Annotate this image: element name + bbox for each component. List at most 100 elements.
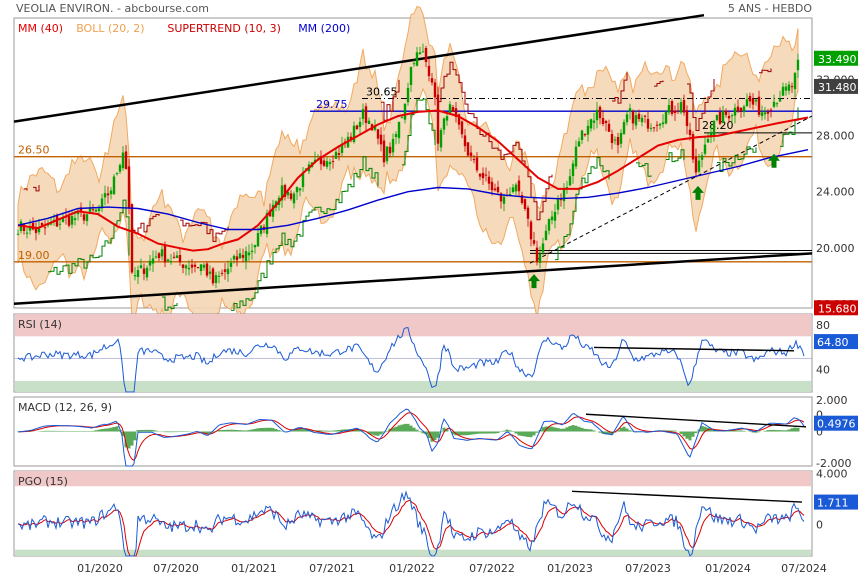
candle-body [256, 233, 260, 247]
histogram-bar [682, 431, 686, 437]
x-axis: 01/2020 07/2020 01/2021 07/2021 01/2022 07/20… [77, 562, 827, 575]
candle-body [43, 227, 47, 229]
histogram-bar [379, 431, 383, 435]
histogram-bar [685, 431, 689, 439]
candle-body [337, 153, 341, 155]
candle-body [484, 174, 488, 176]
histogram-bar [154, 430, 158, 432]
candle-body [604, 120, 608, 124]
candle-body [499, 193, 503, 202]
histogram-bar [235, 430, 239, 432]
candle-body [454, 108, 458, 118]
candle-body [388, 146, 392, 154]
candle-body [625, 114, 629, 123]
histogram-bar [337, 429, 341, 432]
price-marker [814, 50, 858, 66]
histogram-bar [247, 430, 251, 432]
candle-body [748, 95, 752, 102]
candle-body [571, 163, 575, 176]
candle-body [535, 247, 539, 262]
candle-body [712, 121, 716, 137]
candle-body [679, 102, 683, 113]
candle-body [481, 172, 485, 179]
candle-body [283, 185, 287, 197]
candle-body [667, 105, 671, 113]
histogram-bar [406, 423, 410, 432]
candle-body [418, 52, 422, 55]
candle-body [610, 134, 614, 144]
candle-body [331, 160, 335, 162]
candle-body [160, 249, 164, 257]
candle-body [451, 107, 455, 112]
candle-body [139, 265, 143, 269]
histogram-bar [178, 431, 182, 433]
histogram-bar [262, 427, 266, 432]
histogram-bar [199, 431, 203, 433]
candle-body [58, 223, 62, 225]
panel-legend: RSI (14) [18, 318, 62, 331]
histogram-bar [787, 429, 791, 432]
zone-band [15, 380, 811, 392]
y-tick-label: 0 [816, 426, 823, 439]
histogram-bar [493, 431, 497, 434]
candle-body [358, 121, 362, 128]
candle-body [226, 268, 230, 275]
candle-body [148, 260, 152, 266]
level-label: 26.50 [18, 144, 50, 157]
candle-body [583, 133, 587, 136]
histogram-bar [232, 429, 236, 432]
histogram-bar [121, 431, 125, 437]
candle-body [385, 146, 389, 162]
histogram-bar [691, 431, 695, 437]
candle-body [76, 211, 80, 215]
candle-body [787, 84, 791, 91]
histogram-bar [772, 429, 776, 432]
histogram-bar [295, 429, 299, 432]
y-tick-label: 2.000 [816, 394, 848, 407]
histogram-bar [415, 429, 419, 432]
candle-body [376, 129, 380, 139]
histogram-bar [58, 430, 62, 432]
histogram-bar [766, 430, 770, 432]
histogram-bar [433, 431, 437, 440]
candle-body [196, 267, 200, 269]
histogram-bar [793, 427, 797, 432]
indicator-line [17, 327, 805, 393]
mm40-line [17, 109, 809, 252]
histogram-bar [532, 431, 536, 436]
candle-body [565, 187, 569, 189]
candle-body [325, 161, 329, 167]
histogram-bar [46, 430, 50, 432]
buy-arrow-icon [692, 185, 704, 200]
y-tick-label: 20.000 [816, 242, 855, 255]
candle-body [334, 151, 338, 159]
candle-body [175, 255, 179, 258]
panel-legend: MACD (12, 26, 9) [18, 401, 112, 414]
histogram-bar [625, 428, 629, 432]
candle-body [82, 214, 86, 221]
candle-body [772, 101, 776, 107]
candle-body [730, 115, 734, 117]
legend-item: MM (40) [18, 22, 63, 35]
candle-body [400, 117, 404, 119]
candle-body [214, 275, 218, 283]
candle-body [412, 63, 416, 65]
histogram-bar [598, 431, 602, 433]
candle-body [367, 120, 371, 125]
candle-body [796, 59, 800, 71]
histogram-bar [466, 431, 470, 436]
candle-body [265, 212, 269, 234]
divergence-line [593, 346, 795, 352]
candle-body [232, 255, 236, 260]
candle-body [220, 272, 224, 274]
histogram-bar [370, 431, 374, 435]
histogram-bar [208, 431, 212, 434]
indicator-line [17, 408, 805, 467]
candle-body [205, 263, 209, 276]
candle-body [511, 187, 515, 193]
candle-body [421, 51, 425, 53]
histogram-bar [202, 431, 206, 434]
histogram-bar [472, 431, 476, 435]
histogram-bar [754, 431, 758, 433]
